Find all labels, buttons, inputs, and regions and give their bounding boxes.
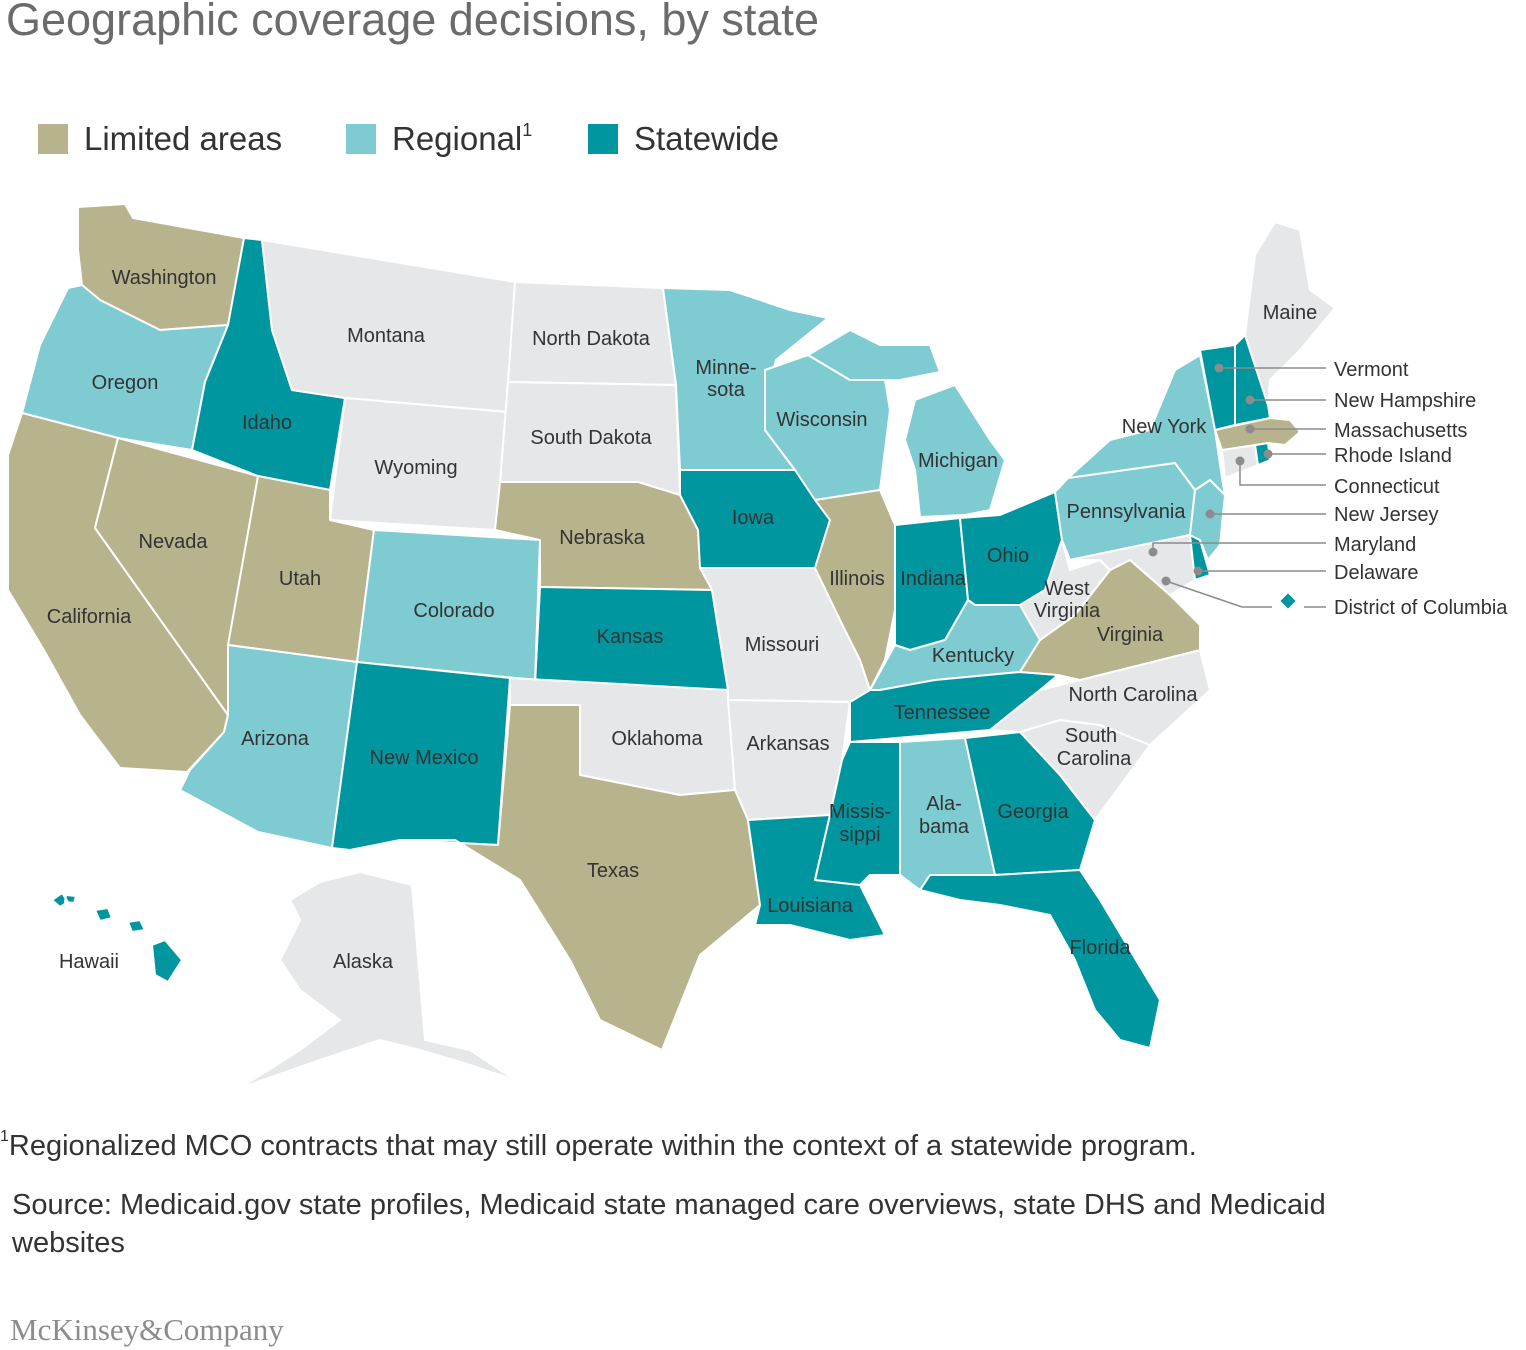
footnote-text: Regionalized MCO contracts that may stil… — [8, 1130, 1197, 1162]
state-alaska[interactable] — [239, 871, 516, 1089]
callout-line-maryland — [1152, 542, 1326, 552]
label-minnesota-line-2: sota — [707, 379, 746, 401]
footnote: 1Regionalized MCO contracts that may sti… — [0, 1128, 1197, 1163]
state-new-hampshire[interactable] — [1234, 334, 1271, 426]
label-louisiana: Louisiana — [767, 895, 854, 917]
chart-title: Geographic coverage decisions, by state — [6, 0, 819, 45]
callout-label-maryland: Maryland — [1334, 534, 1416, 556]
callout-new-jersey: New Jersey — [1205, 504, 1438, 526]
label-west-virginia-line-2: Virginia — [1034, 600, 1101, 622]
state-hawaii[interactable] — [51, 892, 183, 983]
label-alabama-line-2: bama — [919, 816, 970, 838]
label-new-mexico: New Mexico — [370, 747, 479, 769]
label-oklahoma: Oklahoma — [611, 728, 703, 750]
state-florida[interactable] — [919, 869, 1161, 1049]
label-arkansas: Arkansas — [746, 733, 829, 755]
state-michigan-upper[interactable] — [807, 329, 941, 381]
legend-item-limited: Limited areas — [38, 120, 282, 158]
label-missouri: Missouri — [745, 634, 819, 656]
brand-logo: McKinsey&Company — [10, 1312, 284, 1347]
label-georgia: Georgia — [997, 801, 1069, 823]
label-wisconsin: Wisconsin — [776, 409, 867, 431]
legend-label-limited: Limited areas — [84, 120, 283, 157]
label-montana: Montana — [347, 325, 426, 347]
label-maine: Maine — [1263, 302, 1317, 324]
label-kansas: Kansas — [597, 626, 664, 648]
label-mississippi-line-1: Missis- — [829, 801, 891, 823]
label-colorado: Colorado — [413, 600, 494, 622]
label-west-virginia-line-1: West — [1044, 578, 1090, 600]
state-massachusetts[interactable] — [1214, 417, 1301, 451]
label-alabama-line-1: Ala- — [926, 793, 962, 815]
legend-swatch-limited — [38, 124, 68, 154]
label-mississippi-line-2: sippi — [839, 824, 880, 846]
legend-item-regional: Regional1 — [346, 120, 532, 158]
label-wyoming: Wyoming — [374, 457, 457, 479]
legend-swatch-regional — [346, 124, 376, 154]
label-minnesota-line-1: Minne- — [695, 357, 756, 379]
legend-item-statewide: Statewide — [588, 120, 779, 158]
label-illinois: Illinois — [829, 568, 885, 590]
callout-new-hampshire: New Hampshire — [1245, 390, 1476, 412]
label-nebraska: Nebraska — [559, 527, 645, 549]
callout-label-rhode-island: Rhode Island — [1334, 445, 1452, 467]
callout-connecticut: Connecticut — [1235, 456, 1440, 498]
callout-rhode-island: Rhode Island — [1263, 445, 1452, 467]
callout-district-of-columbia: District of Columbia — [1161, 576, 1508, 619]
us-map: Washington Oregon California Nevada Idah… — [7, 203, 1508, 1089]
label-michigan: Michigan — [918, 450, 998, 472]
source-note: Source: Medicaid.gov state profiles, Med… — [12, 1189, 1326, 1259]
label-pennsylvania: Pennsylvania — [1067, 501, 1187, 523]
callout-line-district-of-columbia — [1165, 580, 1272, 608]
legend-label-regional-text: Regional — [392, 120, 523, 157]
callout-massachusetts: Massachusetts — [1245, 420, 1467, 442]
label-south-carolina-line-2: Carolina — [1057, 748, 1132, 770]
label-alaska: Alaska — [333, 951, 394, 973]
state-new-york[interactable] — [1067, 354, 1226, 496]
label-california: California — [47, 606, 132, 628]
callout-label-connecticut: Connecticut — [1334, 476, 1440, 498]
legend-label-statewide: Statewide — [634, 120, 779, 157]
label-idaho: Idaho — [242, 412, 292, 434]
state-maine[interactable] — [1244, 221, 1336, 406]
label-nevada: Nevada — [139, 531, 209, 553]
label-tennessee: Tennessee — [894, 702, 991, 724]
label-hawaii: Hawaii — [59, 951, 119, 973]
label-ohio: Ohio — [987, 545, 1029, 567]
state-district-of-columbia[interactable] — [1278, 591, 1298, 611]
callout-delaware: Delaware — [1193, 562, 1418, 584]
label-north-dakota: North Dakota — [532, 328, 651, 350]
legend-label-regional: Regional1 — [392, 120, 532, 158]
label-indiana: Indiana — [900, 568, 966, 590]
callout-label-new-jersey: New Jersey — [1334, 504, 1438, 526]
callout-label-massachusetts: Massachusetts — [1334, 420, 1467, 442]
label-arizona: Arizona — [241, 728, 310, 750]
label-virginia: Virginia — [1097, 624, 1164, 646]
label-south-carolina-line-1: South — [1065, 725, 1117, 747]
label-oregon: Oregon — [92, 372, 159, 394]
callout-label-new-hampshire: New Hampshire — [1334, 390, 1476, 412]
label-new-york: New York — [1122, 416, 1207, 438]
callout-maryland: Maryland — [1148, 534, 1416, 557]
label-kentucky: Kentucky — [932, 645, 1014, 667]
callout-line-connecticut — [1239, 461, 1326, 486]
label-texas: Texas — [587, 860, 639, 882]
callout-label-delaware: Delaware — [1334, 562, 1418, 584]
footnote-marker: 1 — [0, 1128, 9, 1146]
legend-footnote-marker: 1 — [522, 120, 533, 140]
callout-vermont: Vermont — [1214, 359, 1409, 381]
label-north-carolina: North Carolina — [1069, 684, 1199, 706]
legend-swatch-statewide — [588, 124, 618, 154]
state-north-carolina[interactable] — [989, 649, 1211, 746]
callout-label-district-of-columbia: District of Columbia — [1334, 597, 1508, 619]
label-south-dakota: South Dakota — [530, 427, 652, 449]
state-michigan-lower[interactable] — [904, 384, 1006, 518]
label-washington: Washington — [112, 267, 217, 289]
label-iowa: Iowa — [732, 507, 775, 529]
label-utah: Utah — [279, 568, 321, 590]
callout-label-vermont: Vermont — [1334, 359, 1409, 381]
state-texas[interactable] — [399, 704, 761, 1051]
label-florida: Florida — [1069, 937, 1131, 959]
